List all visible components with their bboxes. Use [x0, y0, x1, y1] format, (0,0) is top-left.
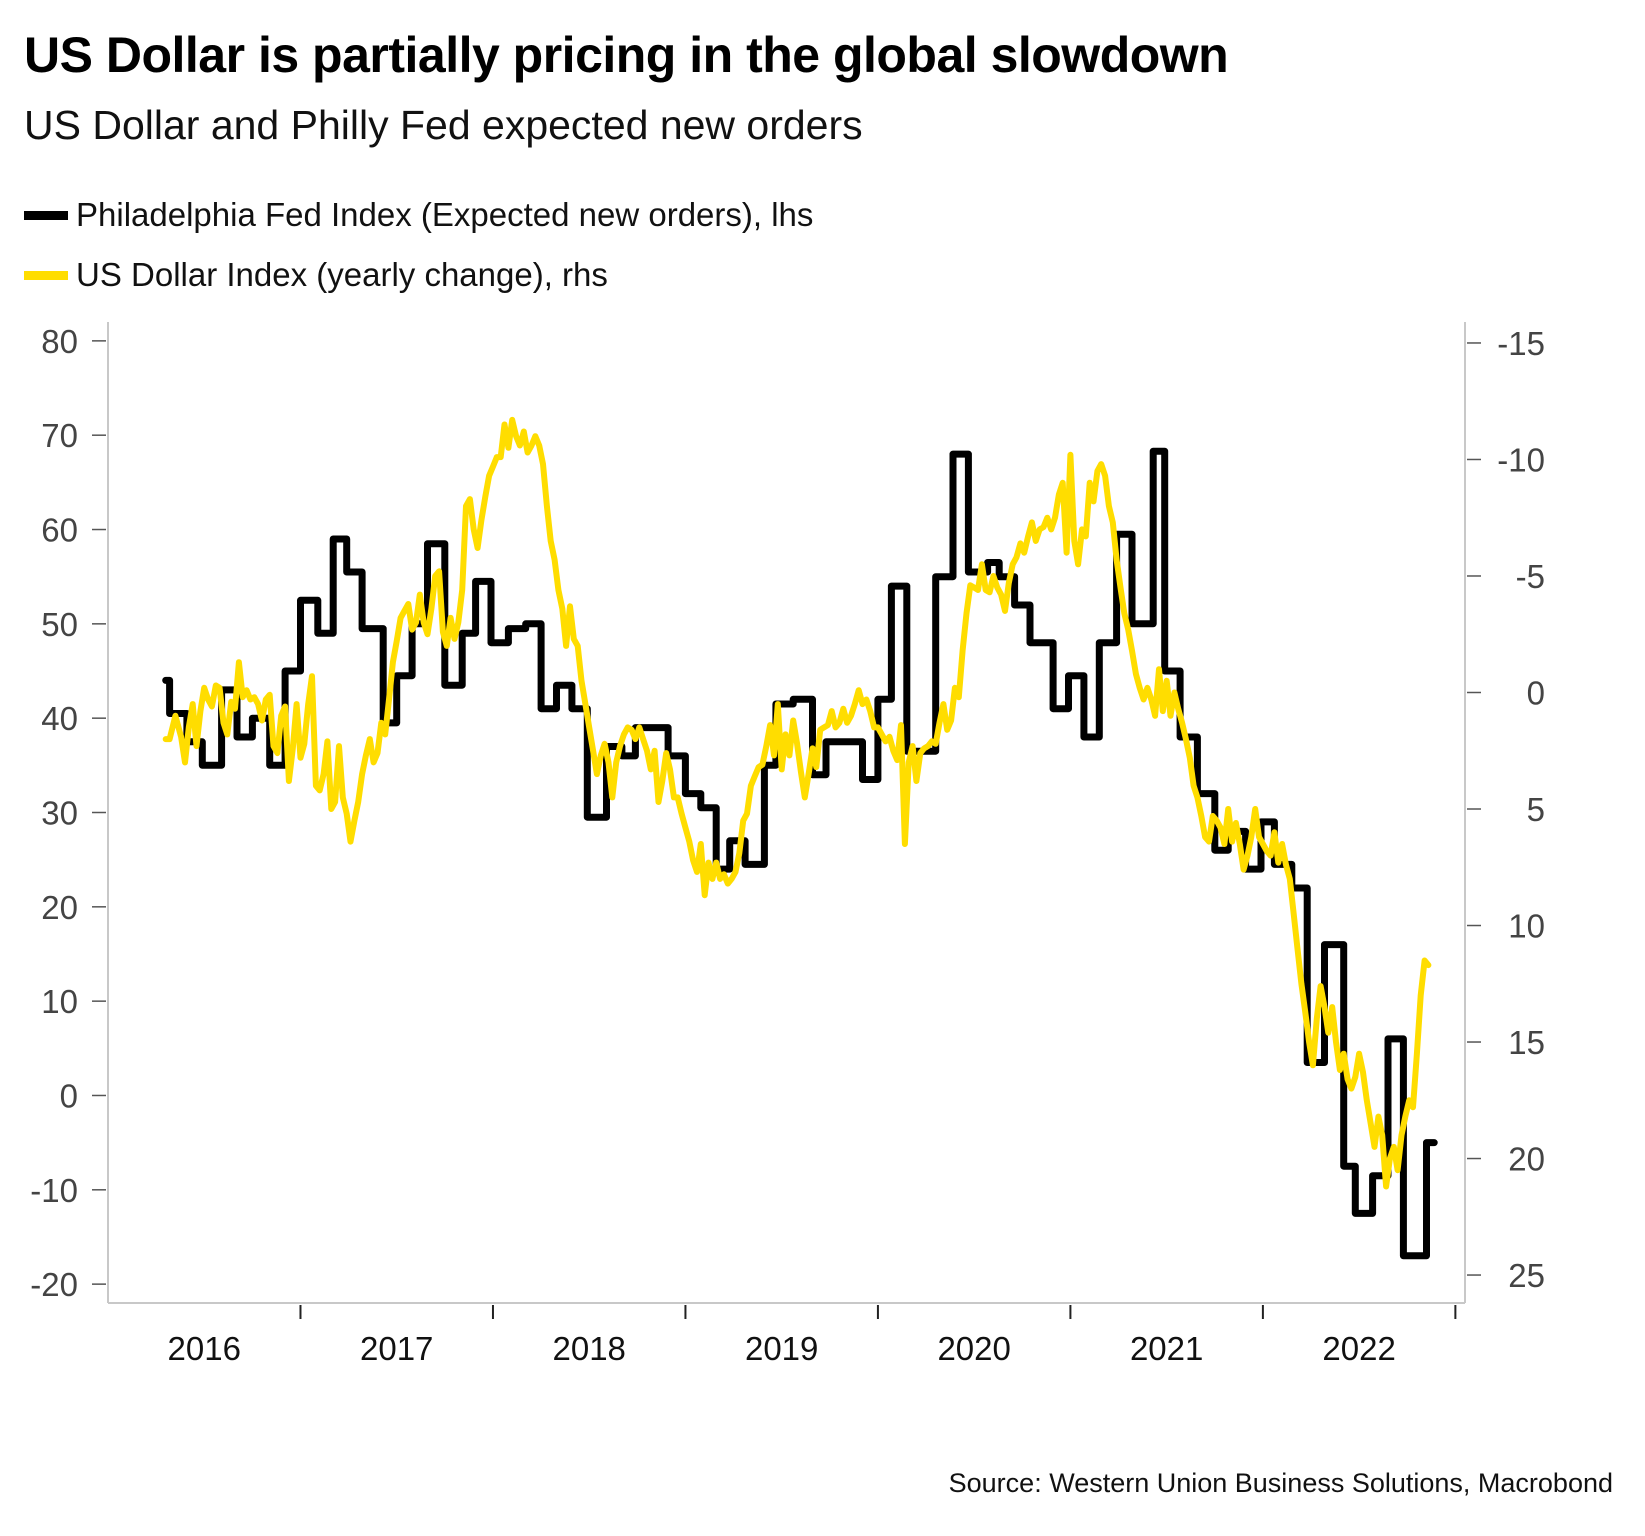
right-tick-label: 5	[1527, 791, 1545, 828]
x-tick-label: 2018	[552, 1330, 625, 1367]
right-tick-label: 10	[1508, 908, 1545, 945]
legend-swatch-yellow	[24, 270, 68, 280]
series-layer	[162, 416, 1438, 1260]
left-tick-label: 60	[41, 512, 78, 549]
left-tick-label: 40	[41, 700, 78, 737]
chart-title: US Dollar is partially pricing in the gl…	[24, 27, 1229, 83]
right-tick-label: 20	[1508, 1141, 1545, 1178]
source-note: Source: Western Union Business Solutions…	[948, 1468, 1613, 1498]
left-tick-label: -10	[30, 1172, 78, 1209]
x-tick-label: 2019	[745, 1330, 818, 1367]
series-line-us-dollar	[162, 416, 1432, 1190]
left-tick-label: 10	[41, 983, 78, 1020]
legend-label: US Dollar Index (yearly change), rhs	[76, 256, 608, 293]
right-axis-ticks: -15 -10 -5 0 5 10 15 20 25	[1467, 325, 1545, 1294]
x-tick-label: 2020	[937, 1330, 1010, 1367]
right-tick-label: -15	[1497, 325, 1545, 362]
right-tick-label: 15	[1508, 1024, 1545, 1061]
legend-swatch-black	[24, 210, 68, 220]
right-tick-label: -5	[1516, 558, 1545, 595]
left-tick-label: 0	[60, 1077, 78, 1114]
x-tick-label: 2022	[1322, 1330, 1395, 1367]
left-tick-label: 30	[41, 795, 78, 832]
legend-item-us-dollar: US Dollar Index (yearly change), rhs	[24, 256, 608, 294]
right-tick-label: 25	[1508, 1257, 1545, 1294]
left-tick-label: -20	[30, 1266, 78, 1303]
legend-label: Philadelphia Fed Index (Expected new ord…	[76, 196, 814, 233]
x-tick-label: 2016	[168, 1330, 241, 1367]
plot-frame	[107, 322, 1466, 1304]
right-tick-label: 0	[1527, 674, 1545, 711]
series-line-philly-fed	[162, 447, 1438, 1260]
x-tick-label: 2017	[360, 1330, 433, 1367]
legend-item-philly-fed: Philadelphia Fed Index (Expected new ord…	[24, 196, 813, 234]
x-tick-label: 2021	[1130, 1330, 1203, 1367]
chart-subtitle: US Dollar and Philly Fed expected new or…	[24, 102, 863, 148]
right-tick-label: -10	[1497, 441, 1545, 478]
left-tick-label: 20	[41, 889, 78, 926]
left-axis-ticks: 80 70 60 50 40 30 20 10 0 -10 -20	[30, 323, 106, 1303]
left-tick-label: 80	[41, 323, 78, 360]
left-tick-label: 70	[41, 417, 78, 454]
left-tick-label: 50	[41, 606, 78, 643]
x-axis-ticks: 2016 2017 2018 2019 2020 2021 2022	[168, 1305, 1457, 1367]
